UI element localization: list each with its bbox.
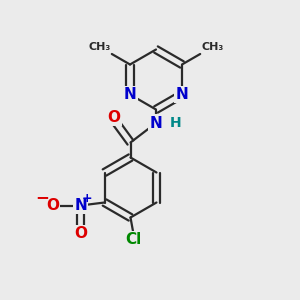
Text: N: N xyxy=(150,116,162,130)
Text: N: N xyxy=(124,87,136,102)
Text: CH₃: CH₃ xyxy=(88,43,110,52)
Text: O: O xyxy=(74,226,87,241)
Text: CH₃: CH₃ xyxy=(202,43,224,52)
Text: +: + xyxy=(82,191,92,205)
Text: O: O xyxy=(107,110,121,124)
Text: H: H xyxy=(169,116,181,130)
Text: O: O xyxy=(46,198,59,213)
Text: N: N xyxy=(74,198,87,213)
Text: Cl: Cl xyxy=(125,232,142,247)
Text: N: N xyxy=(176,87,188,102)
Text: −: − xyxy=(35,188,50,206)
